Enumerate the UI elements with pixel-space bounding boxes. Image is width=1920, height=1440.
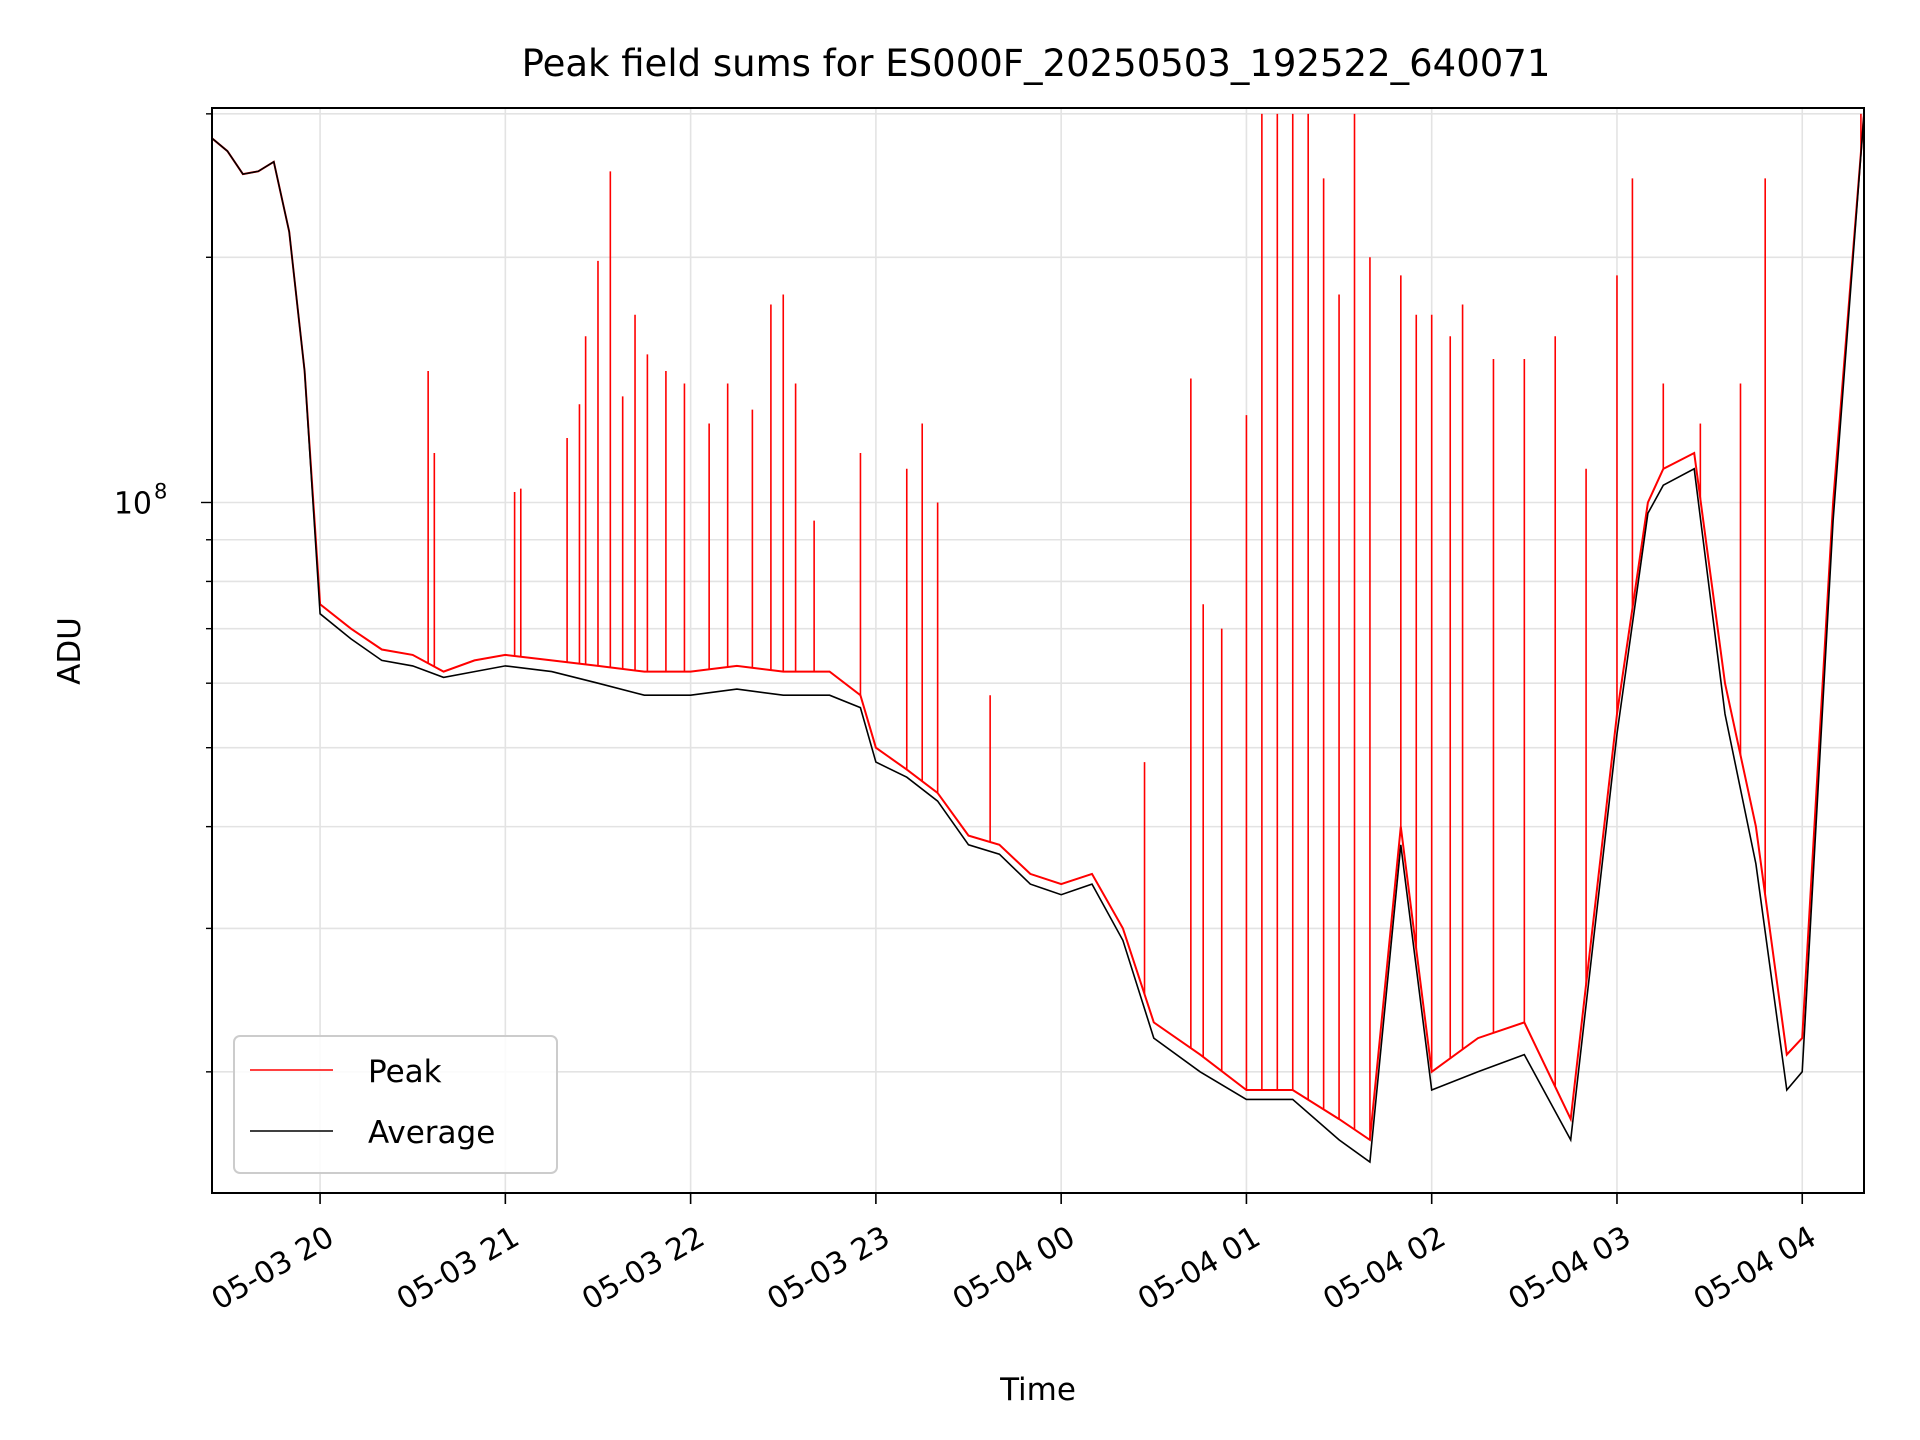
peak-spikes — [427, 113, 1862, 1140]
legend: Peak Average — [233, 1035, 558, 1174]
chart-title: Peak field sums for ES000F_20250503_1925… — [522, 42, 1551, 85]
y-axis-ticks: 10 8 — [114, 113, 212, 1073]
y-axis-label: ADU — [52, 617, 88, 685]
plot-frame — [211, 107, 1865, 1194]
y-tick-label: 10 — [114, 486, 152, 521]
y-tick-label-exponent: 8 — [154, 479, 167, 503]
average-series-line — [211, 113, 1865, 1164]
legend-average-label: Average — [368, 1115, 495, 1151]
x-axis-label: Time — [999, 1372, 1076, 1408]
peak-series-line — [211, 113, 1865, 1142]
legend-peak-label: Peak — [368, 1054, 442, 1090]
